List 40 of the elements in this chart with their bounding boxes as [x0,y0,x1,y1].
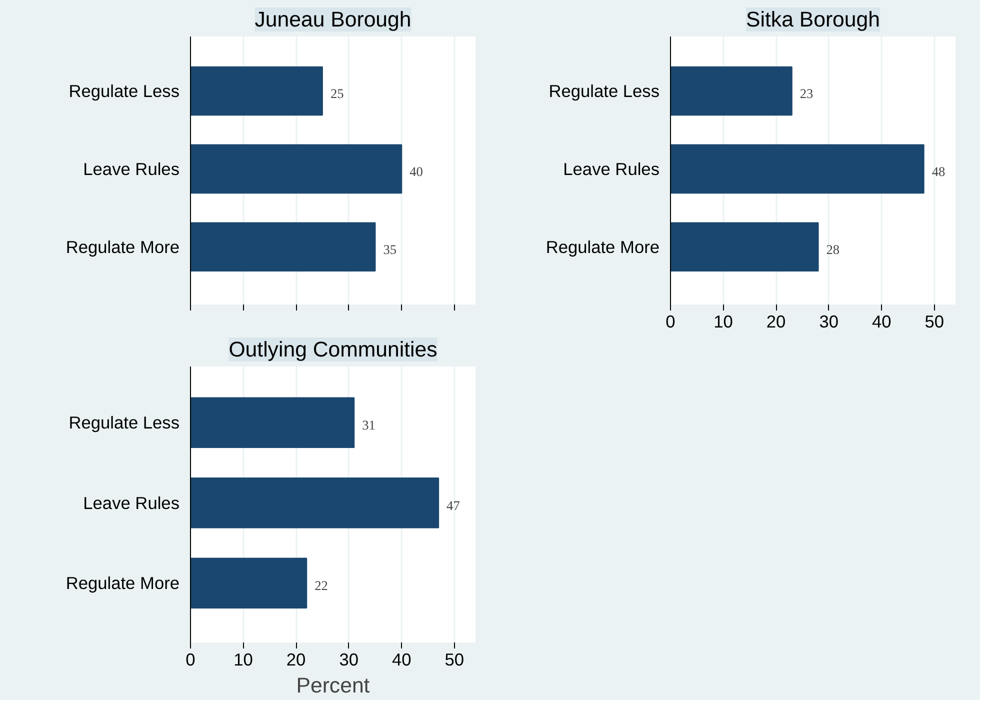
data-label: 23 [800,86,814,102]
x-tick-label: 50 [924,312,944,332]
chart-title: Sitka Borough [746,8,880,32]
x-tick-label: 40 [872,312,892,332]
y-tick-label: Regulate Less [548,81,660,102]
x-tick-label: 30 [819,312,838,332]
x-tick-label: 20 [766,312,786,332]
y-tick-label: Leave Rules [83,492,180,513]
x-tick-label: 0 [666,312,676,332]
chart-title: Juneau Borough [254,8,412,32]
bar [670,222,819,272]
data-label: 40 [410,164,424,179]
x-tick-label: 50 [444,650,464,670]
x-tick-label: 10 [234,650,253,670]
y-tick-label: Regulate Less [68,412,180,433]
bar [190,397,355,448]
y-tick-label: Regulate More [546,236,660,257]
x-tick-label: 30 [339,650,358,670]
data-label: 28 [826,242,840,257]
y-tick-label: Leave Rules [83,158,180,179]
y-tick-label: Leave Rules [563,158,660,179]
y-tick-label: Regulate Less [68,81,180,102]
data-label: 47 [446,498,460,513]
data-label: 48 [932,164,946,179]
chart-title: Outlying Communities [228,338,438,362]
bar [190,558,308,608]
data-label: 31 [362,418,376,433]
bar [670,144,924,194]
bar [190,478,440,528]
y-tick-label: Regulate More [66,573,180,594]
data-label: 35 [383,242,397,257]
y-tick-label: Regulate More [66,236,180,257]
x-tick-label: 40 [392,650,412,670]
x-tick-label: 20 [286,650,306,670]
x-tick-label: 0 [186,650,196,670]
data-label: 25 [330,86,344,102]
data-label: 22 [314,578,328,594]
x-tick-label: 10 [714,312,733,332]
x-axis-title: Percent [296,674,370,698]
bar [670,66,792,116]
